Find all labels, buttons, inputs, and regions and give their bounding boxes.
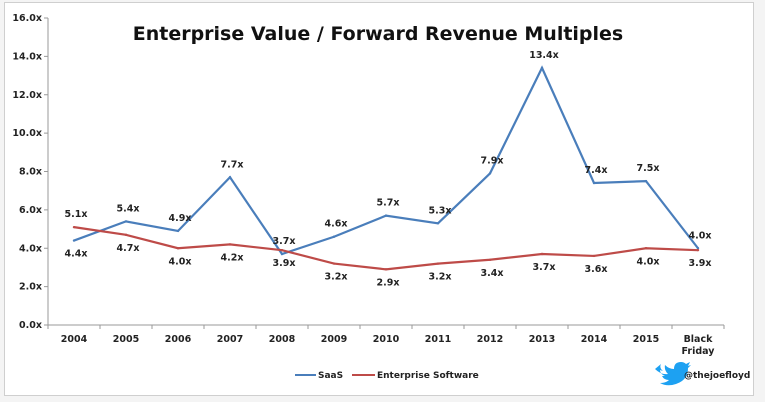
- x-tick-label: 2010: [373, 334, 400, 345]
- data-point: [72, 225, 76, 229]
- data-point: [384, 214, 388, 217]
- data-label: 3.7x: [533, 262, 556, 273]
- legend-label-saas: SaaS: [318, 371, 343, 381]
- data-point: [644, 179, 648, 183]
- x-tick-label: 2004: [61, 334, 88, 345]
- data-point: [228, 243, 232, 246]
- x-tick-label: Black Friday: [682, 334, 716, 357]
- data-point: [124, 220, 128, 223]
- data-label: 4.0x: [169, 256, 192, 267]
- data-label: 7.9x: [481, 155, 504, 166]
- data-point: [592, 181, 596, 185]
- data-label: 5.1x: [65, 209, 88, 220]
- data-label: 5.3x: [429, 205, 452, 216]
- twitter-handle: @thejoefloyd: [684, 371, 750, 381]
- x-tick-label: 2012: [477, 334, 503, 345]
- data-point: [332, 262, 336, 265]
- data-point: [696, 248, 700, 252]
- data-point: [332, 235, 336, 238]
- data-point: [228, 176, 232, 179]
- y-tick-label: 8.0x: [19, 167, 42, 178]
- data-label: 3.2x: [325, 272, 348, 283]
- data-point: [176, 247, 180, 250]
- legend-label-enterprise-software: Enterprise Software: [377, 371, 479, 381]
- y-tick-label: 16.0x: [12, 13, 42, 24]
- x-tick-label: 2013: [529, 334, 555, 345]
- y-tick-label: 2.0x: [19, 282, 42, 293]
- y-tick-label: 6.0x: [19, 205, 42, 216]
- x-tick-label: 2008: [269, 334, 296, 345]
- data-label: 3.4x: [481, 268, 504, 279]
- y-tick-label: 0.0x: [19, 320, 42, 331]
- data-label: 7.4x: [585, 165, 608, 176]
- data-label: 4.6x: [325, 219, 348, 230]
- data-label: 4.0x: [689, 230, 712, 241]
- y-tick-label: 10.0x: [12, 128, 42, 139]
- data-point: [540, 252, 544, 256]
- x-tick-label: 2011: [425, 334, 451, 345]
- twitter-bird-icon: [655, 362, 691, 386]
- data-label: 3.6x: [585, 264, 608, 275]
- data-point: [696, 247, 700, 250]
- data-label: 4.0x: [637, 256, 660, 267]
- data-point: [488, 172, 492, 175]
- data-label: 7.5x: [637, 163, 660, 174]
- series-line-saas: [73, 65, 699, 256]
- data-point: [592, 254, 596, 258]
- data-label: 5.7x: [377, 198, 400, 209]
- x-tick-label: 2014: [581, 334, 608, 345]
- data-point: [436, 222, 440, 225]
- data-label: 4.7x: [117, 243, 140, 254]
- data-point: [436, 262, 440, 265]
- x-tick-label: 2006: [165, 334, 192, 345]
- data-point: [124, 233, 128, 237]
- y-tick-label: 12.0x: [12, 90, 42, 101]
- data-point: [176, 229, 180, 233]
- y-tick-label: 4.0x: [19, 243, 42, 254]
- chart-frame: [4, 2, 754, 396]
- data-label: 3.9x: [273, 258, 296, 269]
- data-label: 3.9x: [689, 258, 712, 269]
- data-point: [540, 66, 544, 70]
- x-tick-label: 2009: [321, 334, 347, 345]
- data-label: 13.4x: [529, 50, 559, 61]
- data-point: [280, 252, 284, 256]
- data-label: 3.7x: [273, 236, 296, 247]
- x-tick-label: 2005: [113, 334, 139, 345]
- x-tick-label: 2015: [633, 334, 659, 345]
- data-label: 4.2x: [221, 252, 244, 263]
- y-tick-label: 14.0x: [12, 51, 42, 62]
- x-tick-label: 2007: [217, 334, 243, 345]
- data-label: 3.2x: [429, 272, 452, 283]
- data-label: 4.9x: [169, 213, 192, 224]
- data-label: 7.7x: [221, 159, 244, 170]
- data-label: 4.4x: [65, 249, 88, 260]
- data-point: [72, 239, 76, 242]
- data-label: 5.4x: [117, 203, 140, 214]
- chart-title: Enterprise Value / Forward Revenue Multi…: [133, 23, 624, 45]
- data-point: [488, 258, 492, 261]
- data-label: 2.9x: [377, 277, 400, 288]
- data-point: [280, 248, 284, 252]
- data-point: [384, 268, 388, 271]
- data-point: [644, 247, 648, 250]
